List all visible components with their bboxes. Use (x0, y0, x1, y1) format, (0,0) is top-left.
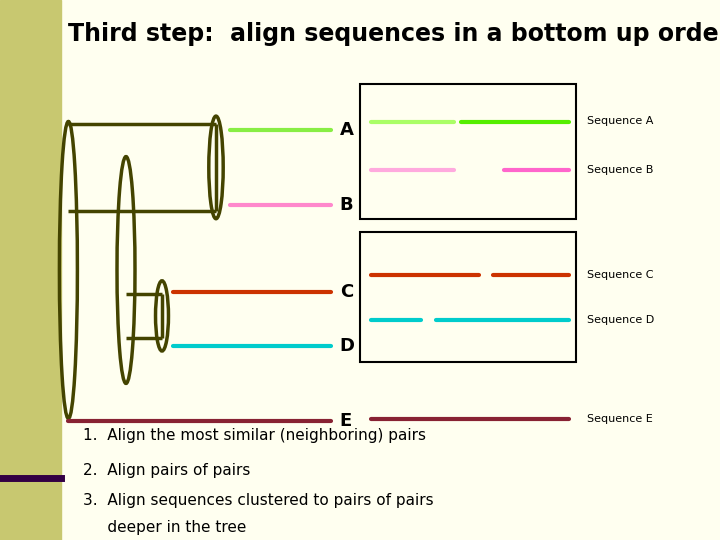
Text: Third step:  align sequences in a bottom up order: Third step: align sequences in a bottom … (68, 22, 720, 45)
Text: Sequence A: Sequence A (587, 117, 653, 126)
Bar (360, 84, 576, 219)
Text: 1.  Align the most similar (neighboring) pairs: 1. Align the most similar (neighboring) … (83, 428, 426, 443)
Text: Sequence E: Sequence E (587, 414, 652, 423)
Bar (0, 0, 61, 540)
Text: Sequence C: Sequence C (587, 271, 653, 280)
Text: E: E (340, 412, 352, 430)
Text: A: A (340, 120, 354, 139)
Text: D: D (340, 336, 355, 355)
Text: Sequence D: Sequence D (587, 315, 654, 325)
Text: Sequence B: Sequence B (587, 165, 653, 175)
Text: C: C (340, 282, 353, 301)
Text: 3.  Align sequences clustered to pairs of pairs: 3. Align sequences clustered to pairs of… (83, 492, 433, 508)
Bar (360, 232, 576, 362)
Text: 2.  Align pairs of pairs: 2. Align pairs of pairs (83, 463, 250, 478)
Text: deeper in the tree: deeper in the tree (83, 519, 246, 535)
Text: B: B (340, 196, 354, 214)
